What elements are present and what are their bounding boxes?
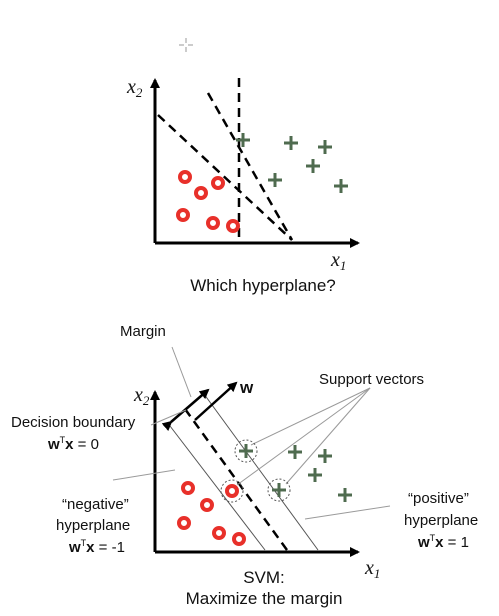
positive-hyperplane-line bbox=[203, 393, 319, 551]
top-negative-samples bbox=[176, 170, 240, 233]
bottom-negative-samples bbox=[177, 481, 246, 546]
cursor-crosshair-icon bbox=[179, 38, 193, 52]
bottom-panel: x2 x1 w bbox=[11, 323, 478, 608]
positive-hyperplane-equation: wTx = 1 bbox=[417, 533, 469, 551]
circle-marker-icon bbox=[178, 170, 192, 184]
support-vector-rings bbox=[220, 439, 291, 503]
bottom-x1-label: x1 bbox=[364, 557, 380, 581]
plus-marker-icon bbox=[308, 468, 322, 482]
decision-boundary-line bbox=[183, 408, 289, 551]
circle-marker-icon bbox=[176, 208, 190, 222]
circle-marker-icon bbox=[200, 498, 214, 512]
top-x1-label: x1 bbox=[330, 249, 346, 273]
plus-marker-icon bbox=[306, 159, 320, 173]
w-label: w bbox=[239, 378, 254, 397]
plus-marker-icon bbox=[318, 140, 332, 154]
circle-marker-icon bbox=[211, 176, 225, 190]
top-caption: Which hyperplane? bbox=[190, 276, 336, 295]
bottom-positive-samples bbox=[239, 444, 352, 502]
top-x2-label: x2 bbox=[126, 76, 143, 100]
decision-boundary-title: Decision boundary bbox=[11, 414, 136, 431]
circle-marker-icon bbox=[225, 484, 239, 498]
top-hyperplane-steep bbox=[206, 92, 294, 241]
negative-hyperplane-line bbox=[169, 425, 266, 551]
top-panel: x2 x1 Which hyperplane? bbox=[126, 76, 360, 295]
top-positive-samples bbox=[236, 133, 348, 193]
negative-hyperplane-line2: hyperplane bbox=[56, 517, 130, 534]
plus-marker-icon bbox=[318, 449, 332, 463]
positive-hyperplane-line1: “positive” bbox=[408, 490, 469, 507]
circle-marker-icon bbox=[212, 526, 226, 540]
margin-label: Margin bbox=[120, 323, 166, 340]
w-vector-arrow bbox=[194, 381, 238, 421]
negative-hyperplane-equation: wTx = -1 bbox=[68, 538, 125, 556]
plus-marker-icon bbox=[268, 173, 282, 187]
bottom-x2-label: x2 bbox=[133, 384, 150, 408]
support-vectors-label: Support vectors bbox=[319, 371, 424, 388]
negative-hyperplane-line1: “negative” bbox=[62, 496, 129, 513]
plus-marker-icon bbox=[338, 488, 352, 502]
plus-marker-icon bbox=[334, 179, 348, 193]
callout-lines bbox=[112, 346, 391, 520]
svm-caption-line2: Maximize the margin bbox=[186, 589, 343, 608]
circle-marker-icon bbox=[226, 219, 240, 233]
svm-caption-line1: SVM: bbox=[243, 568, 285, 587]
positive-hyperplane-line2: hyperplane bbox=[404, 512, 478, 529]
circle-marker-icon bbox=[177, 516, 191, 530]
top-hyperplane-shallow bbox=[157, 114, 293, 241]
plus-marker-icon bbox=[284, 136, 298, 150]
circle-marker-icon bbox=[181, 481, 195, 495]
margin-arrow bbox=[161, 388, 210, 432]
circle-marker-icon bbox=[206, 216, 220, 230]
plus-marker-icon bbox=[272, 483, 286, 497]
decision-boundary-equation: wTx = 0 bbox=[47, 435, 99, 453]
plus-marker-icon bbox=[288, 445, 302, 459]
circle-marker-icon bbox=[194, 186, 208, 200]
plus-marker-icon bbox=[239, 444, 253, 458]
circle-marker-icon bbox=[232, 532, 246, 546]
plus-marker-icon bbox=[236, 133, 250, 147]
